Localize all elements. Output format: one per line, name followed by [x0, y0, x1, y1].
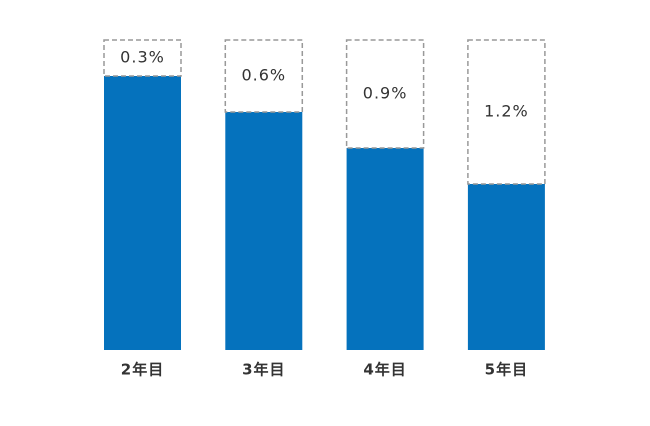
value-label: 0.9%: [363, 84, 408, 103]
x-tick-label: 5年目: [485, 361, 528, 379]
dashed-box: [103, 39, 182, 77]
x-tick-label: 2年目: [121, 361, 164, 379]
dashed-box: [345, 39, 425, 149]
x-tick-label: 3年目: [242, 361, 285, 379]
dashed-box: [467, 39, 546, 185]
x-tick-label: 4年目: [363, 361, 406, 379]
dashed-box: [224, 39, 304, 113]
value-label: 1.2%: [484, 102, 529, 121]
bar: [104, 76, 181, 350]
bar: [346, 148, 424, 350]
bar: [467, 184, 545, 350]
value-label: 0.6%: [241, 66, 286, 85]
value-label: 0.3%: [120, 48, 165, 67]
bar: [225, 112, 303, 350]
